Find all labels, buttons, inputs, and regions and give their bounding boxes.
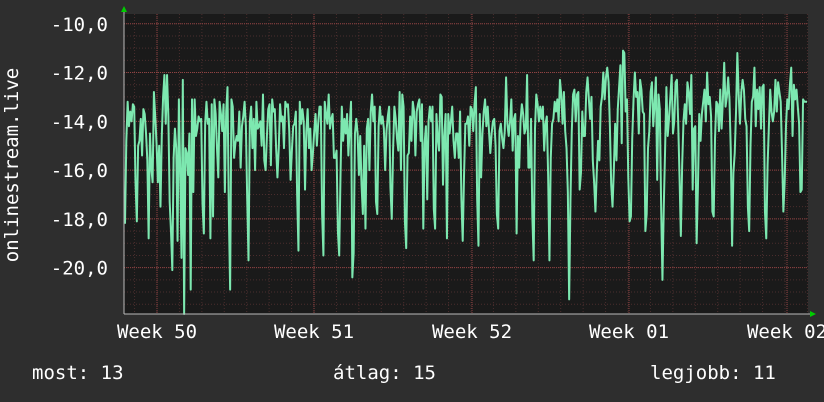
stats-bar: most: 13 átlag: 15 legjobb: 11 (0, 362, 824, 390)
stat-best: legjobb: 11 (650, 362, 776, 384)
stat-current: most: 13 (32, 362, 124, 384)
stat-average: átlag: 15 (333, 362, 436, 384)
y-axis-arrow-icon (121, 6, 127, 12)
x-tick-label: Week 50 (117, 321, 197, 343)
y-axis-title: onlinestream.live (1, 68, 23, 262)
y-tick-label: -20,0 (51, 258, 108, 280)
axes (121, 6, 816, 317)
x-tick-label: Week 51 (274, 321, 354, 343)
y-tick-label: -10,0 (51, 14, 108, 36)
y-axis-ticks: -10,0 -12,0 -14,0 -16,0 -18,0 -20,0 (51, 14, 108, 280)
y-tick-label: -16,0 (51, 160, 108, 182)
plot-area (124, 14, 808, 314)
x-tick-label: Week 52 (432, 321, 512, 343)
x-tick-label: Week 02 (747, 321, 824, 343)
y-tick-label: -12,0 (51, 63, 108, 85)
x-axis-arrow-icon (810, 311, 816, 317)
x-tick-label: Week 01 (589, 321, 669, 343)
series-line (124, 49, 807, 315)
x-axis-ticks: Week 50 Week 51 Week 52 Week 01 Week 02 (117, 321, 824, 343)
y-tick-label: -14,0 (51, 111, 108, 133)
y-tick-label: -18,0 (51, 209, 108, 231)
